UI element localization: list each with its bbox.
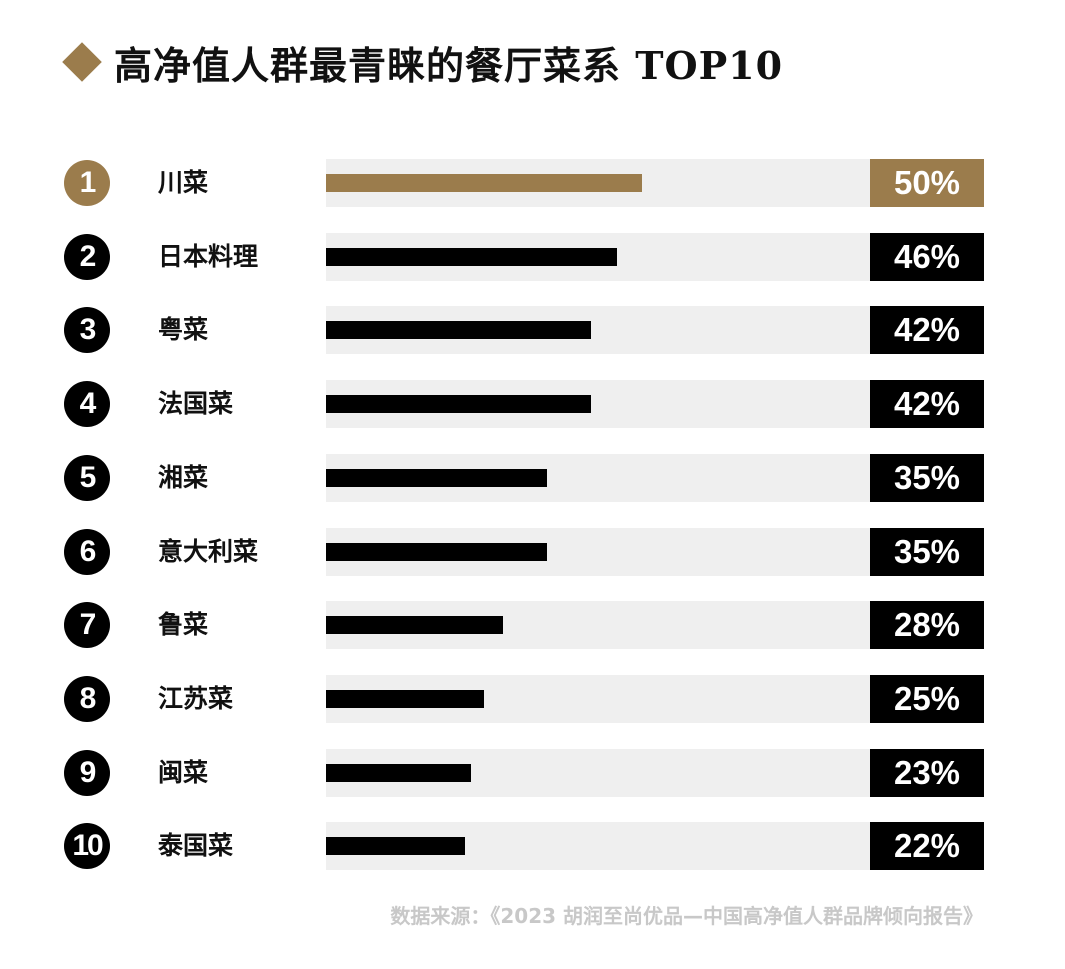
bar <box>326 764 472 782</box>
category-label: 日本料理 <box>158 242 259 271</box>
bar <box>326 616 503 634</box>
value-label: 42% <box>870 380 984 428</box>
chart-row: 8 江苏菜 25% <box>0 675 1065 723</box>
rank-badge: 5 <box>64 455 110 501</box>
chart-row: 5 湘菜 35% <box>0 454 1065 502</box>
chart-title-group: 高净值人群最青睐的餐厅菜系 TOP10 <box>62 34 783 90</box>
bar <box>326 543 548 561</box>
rank-badge: 8 <box>64 676 110 722</box>
category-label: 意大利菜 <box>158 537 259 566</box>
category-label: 江苏菜 <box>158 684 234 713</box>
bar <box>326 395 592 413</box>
category-label: 法国菜 <box>158 389 234 418</box>
value-label: 46% <box>870 233 984 281</box>
bar <box>326 321 592 339</box>
value-label: 35% <box>870 528 984 576</box>
source-note: 数据来源：《2023 胡润至尚优品—中国高净值人群品牌倾向报告》 <box>390 904 983 928</box>
bar <box>326 174 642 192</box>
rank-badge: 9 <box>64 750 110 796</box>
chart-row: 7 鲁菜 28% <box>0 601 1065 649</box>
category-label: 粤菜 <box>158 315 209 344</box>
value-label: 28% <box>870 601 984 649</box>
value-label: 50% <box>870 159 984 207</box>
chart-row: 2 日本料理 46% <box>0 233 1065 281</box>
bar <box>326 469 548 487</box>
chart-row: 1 川菜 50% <box>0 159 1065 207</box>
rank-badge: 4 <box>64 381 110 427</box>
chart-row: 6 意大利菜 35% <box>0 528 1065 576</box>
value-label: 25% <box>870 675 984 723</box>
value-label: 35% <box>870 454 984 502</box>
value-label: 22% <box>870 822 984 870</box>
bar <box>326 248 617 266</box>
rank-badge: 1 <box>64 160 110 206</box>
value-label: 42% <box>870 306 984 354</box>
chart-row: 4 法国菜 42% <box>0 380 1065 428</box>
category-label: 鲁菜 <box>158 610 209 639</box>
rank-badge: 3 <box>64 307 110 353</box>
rank-badge: 6 <box>64 529 110 575</box>
category-label: 湘菜 <box>158 463 209 492</box>
category-label: 泰国菜 <box>158 831 234 860</box>
category-label: 川菜 <box>158 168 209 197</box>
chart-title: 高净值人群最青睐的餐厅菜系 TOP10 <box>114 42 784 88</box>
chart-row: 9 闽菜 23% <box>0 749 1065 797</box>
bar <box>326 837 466 855</box>
chart-row: 3 粤菜 42% <box>0 306 1065 354</box>
bar <box>326 690 484 708</box>
chart-row: 10 泰国菜 22% <box>0 822 1065 870</box>
value-label: 23% <box>870 749 984 797</box>
rank-badge: 2 <box>64 234 110 280</box>
rank-badge: 7 <box>64 602 110 648</box>
rank-badge: 10 <box>64 823 110 869</box>
category-label: 闽菜 <box>158 758 209 787</box>
